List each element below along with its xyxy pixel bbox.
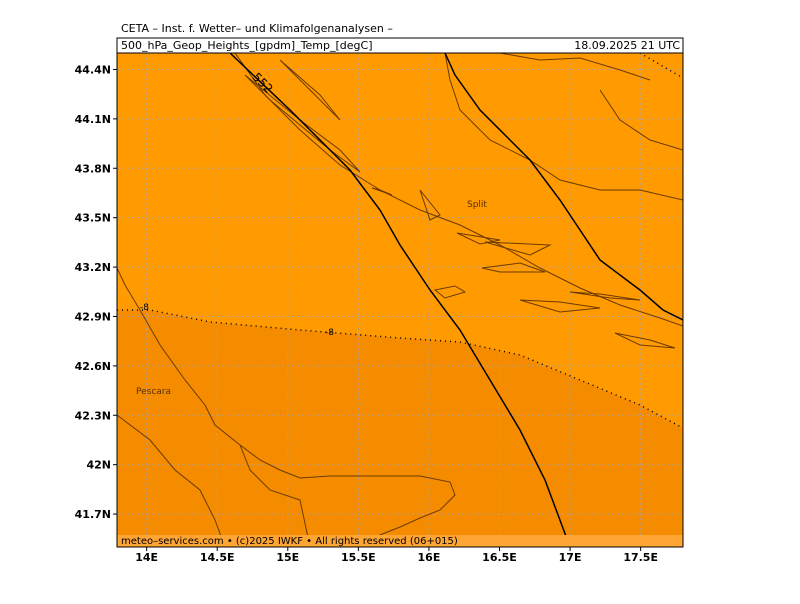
place-label: Split (467, 200, 487, 210)
field-shade (117, 310, 683, 547)
place-label: Pescara (136, 387, 171, 397)
y-tick-label: 44.1N (75, 113, 111, 126)
x-tick-label: 14.5E (200, 551, 235, 564)
height-contour (229, 53, 571, 547)
y-tick-label: 44.4N (75, 63, 111, 76)
y-tick-label: 43.2N (75, 261, 111, 274)
x-tick-label: 14E (135, 551, 158, 564)
footer: meteo–services.com • (c)2025 IWKF • All … (121, 536, 458, 547)
height-contour (444, 53, 683, 321)
x-tick-label: 16.5E (482, 551, 517, 564)
subtitle: 500_hPa_Geop_Heights_[gpdm]_Temp_[degC] (121, 39, 373, 52)
coastline-italy (117, 267, 456, 547)
map-area: 552 -8 -8 Split Pescara meteo–services.c… (117, 53, 683, 547)
y-tick-label: 42N (86, 459, 111, 472)
x-tick-label: 15.5E (341, 551, 376, 564)
region-border (117, 414, 311, 547)
x-tick-label: 16E (418, 551, 441, 564)
header: CETA – Inst. f. Wetter– und Klimafolgena… (121, 22, 393, 35)
x-tick-label: 17E (559, 551, 582, 564)
y-tick-label: 42.3N (75, 409, 111, 422)
x-tick-label: 17.5E (623, 551, 658, 564)
footer-band (117, 535, 683, 547)
contour-label: -8 (325, 328, 334, 338)
x-tick-label: 15E (276, 551, 299, 564)
coastline-croatia (234, 53, 683, 327)
valid-time: 18.09.2025 21 UTC (574, 39, 680, 52)
map-frame (116, 52, 684, 548)
islands (244, 59, 676, 349)
y-tick-label: 43.5N (75, 212, 111, 225)
y-tick-label: 42.6N (75, 360, 111, 373)
y-tick-label: 43.8N (75, 162, 111, 175)
y-tick-label: 42.9N (75, 310, 111, 323)
contour-label: -8 (140, 303, 149, 313)
y-tick-label: 41.7N (75, 508, 111, 521)
